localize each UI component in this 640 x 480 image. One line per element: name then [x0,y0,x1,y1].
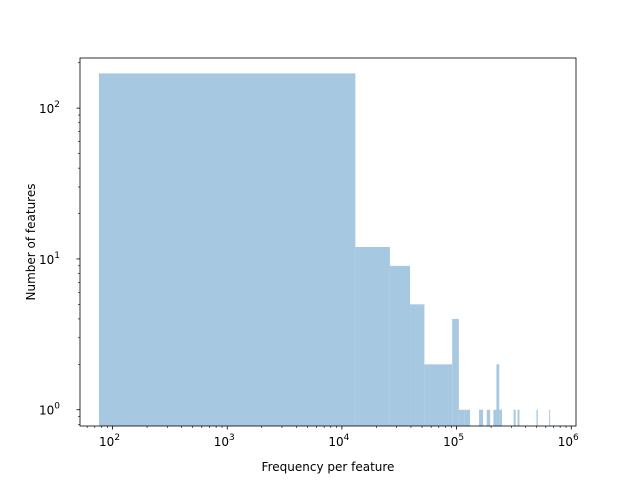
histogram-bar [424,364,453,426]
x-axis-label: Frequency per feature [262,460,395,474]
x-tick-label: 104 [328,433,349,449]
histogram-bar [493,409,497,426]
y-tick-label: 101 [39,251,60,267]
histogram-bar [549,409,551,426]
x-tick-label: 102 [99,433,120,449]
x-tick-label: 106 [558,433,579,449]
histogram-bar [486,409,491,426]
y-tick-label: 102 [39,100,60,116]
histogram-bar [513,409,516,426]
histogram-bar [536,409,538,426]
histogram-bar [458,409,465,426]
histogram-bar [410,304,425,426]
x-tick-label: 105 [443,433,464,449]
plot-frame [79,57,577,427]
histogram-bar [98,73,356,427]
histogram-bar [464,409,470,426]
histogram-bar [452,318,459,426]
y-axis-label: Number of features [24,184,38,301]
histogram-bar [355,246,390,426]
x-axis-ticks: 102 103 104 105 106 [86,426,579,449]
bars-group [98,73,551,427]
histogram-bar [389,265,411,426]
x-tick-label: 103 [214,433,235,449]
histogram-bar [517,409,520,426]
histogram-bar [479,409,484,426]
y-tick-label: 100 [39,402,60,418]
histogram-bar [499,409,502,426]
y-axis-ticks: 100 101 102 [39,62,80,425]
histogram-bar [496,364,500,426]
